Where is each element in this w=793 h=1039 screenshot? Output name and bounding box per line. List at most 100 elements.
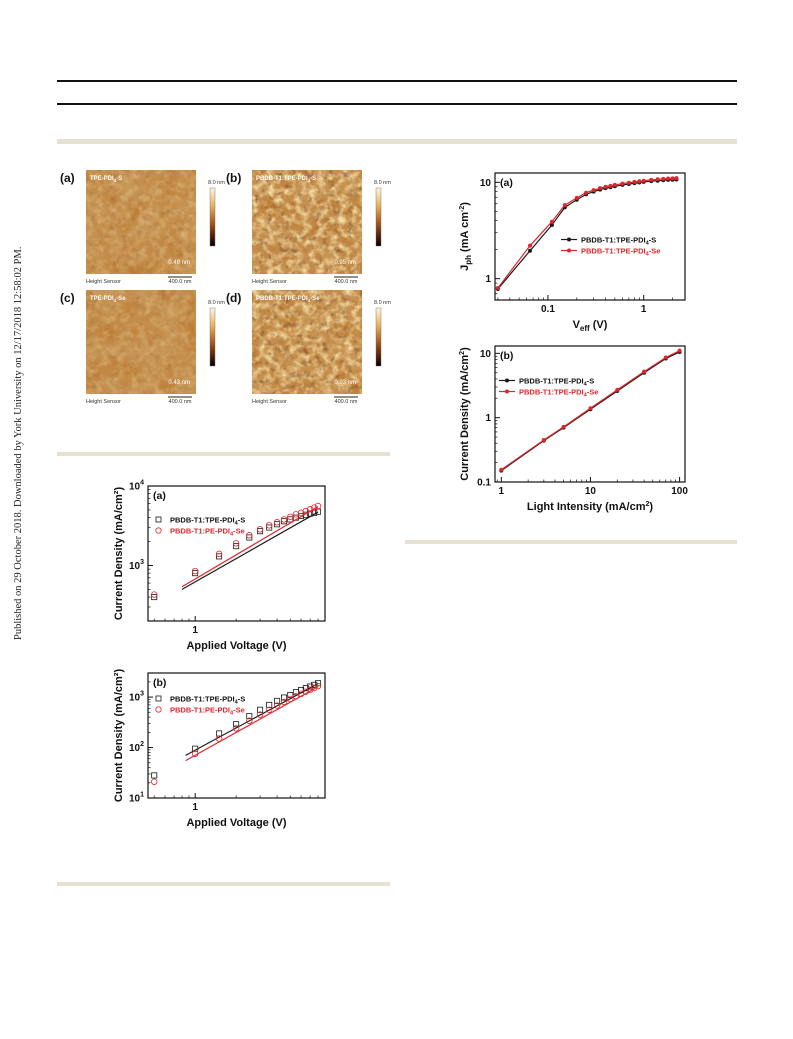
data-point — [626, 180, 631, 185]
series-line — [500, 350, 680, 471]
data-point — [315, 680, 322, 687]
data-point — [499, 467, 504, 472]
y-tick-label: 10 — [480, 178, 492, 189]
data-point — [598, 186, 603, 191]
data-point — [256, 711, 264, 718]
data-point — [151, 772, 158, 779]
legend-label: PBDB-T1:TPE-PDI4-S — [170, 516, 245, 527]
x-tick-label: 1 — [641, 304, 647, 315]
x-tick-label: 0.1 — [541, 304, 555, 315]
y-tick-label: 103 — [129, 691, 144, 704]
afm-figure: (a) TPE-PDI4-S 0.49 nm Height Sensor 400.0 n… — [60, 170, 391, 405]
y-axis-label: Current Density (mA/cm2) — [459, 347, 471, 481]
x-tick-label: 1 — [499, 486, 505, 497]
data-point — [232, 725, 240, 732]
afm-panel-tag: (d) — [226, 291, 241, 305]
data-point — [561, 424, 566, 429]
legend-marker — [155, 695, 162, 702]
data-point — [191, 567, 199, 575]
legend-label: PBDB-T1:TPE-PDI4-Se — [519, 388, 598, 399]
afm-panel-tag: (a) — [60, 171, 75, 185]
panel-label: (a) — [500, 177, 513, 189]
data-point — [302, 688, 309, 695]
afm-panel-b: (b) PBDB-T1:TPE-PDI4-S 0.95 nm Height Senso… — [226, 170, 391, 285]
fit-line — [181, 506, 319, 588]
data-point — [266, 524, 273, 531]
data-point — [307, 683, 314, 690]
data-point — [273, 519, 281, 526]
data-point — [256, 526, 264, 533]
panel-label: (b) — [500, 350, 513, 362]
data-point — [302, 685, 309, 692]
data-point — [265, 706, 273, 713]
data-point — [233, 543, 240, 550]
data-point — [191, 750, 199, 758]
data-point — [292, 693, 300, 700]
plot-frame — [494, 172, 686, 301]
afm-rms-label: 0.93 nm — [334, 380, 356, 386]
plot-frame — [147, 485, 326, 622]
afm-scale-bar-label: 400.0 nm — [169, 399, 192, 405]
data-point — [670, 176, 675, 181]
header-rule-bottom — [57, 103, 737, 105]
data-point — [215, 550, 223, 558]
publication-note-text: Published on 29 October 2018. Downloaded… — [13, 246, 24, 640]
data-point — [674, 176, 679, 181]
legend-label: PBDB-T1:TPE-PDI4-S — [170, 695, 245, 706]
data-point — [603, 184, 608, 189]
afm-panel-a: (a) TPE-PDI4-S 0.49 nm Height Sensor 400.0 n… — [60, 170, 225, 285]
data-point — [151, 591, 158, 598]
data-point — [591, 188, 596, 193]
data-point — [292, 511, 300, 518]
x-tick-label: 1 — [192, 625, 198, 636]
figure-band-right-mid — [405, 540, 737, 544]
y-tick-label: 0.1 — [477, 478, 491, 489]
afm-texture-dark — [86, 290, 196, 394]
legend-label: PBDB-T1:TPE-PDI4-Se — [581, 247, 660, 258]
header-rule-top — [57, 80, 737, 82]
afm-rms-label: 0.95 nm — [334, 260, 356, 266]
data-point — [280, 698, 288, 706]
plot-frame — [147, 672, 326, 799]
data-point — [287, 695, 294, 703]
afm-sensor-label: Height Sensor — [86, 279, 121, 285]
afm-panel-tag: (b) — [226, 171, 241, 185]
legend-marker — [505, 389, 509, 394]
legend-label: PBDB-T1:PE-PDI4-Se — [170, 706, 245, 717]
data-point — [314, 682, 322, 690]
data-point — [562, 203, 567, 208]
y-tick-label: 1 — [485, 413, 491, 424]
y-tick-label: 10 — [480, 349, 492, 360]
data-point — [151, 778, 158, 785]
x-tick-label: 1 — [192, 802, 198, 813]
data-point — [584, 190, 589, 195]
y-tick-label: 1 — [485, 274, 491, 285]
panel-label: (b) — [153, 677, 166, 689]
data-point — [257, 528, 264, 535]
data-point — [216, 553, 223, 560]
data-point — [549, 223, 554, 228]
data-point — [281, 518, 288, 525]
data-point — [574, 195, 579, 200]
y-tick-label: 101 — [129, 792, 144, 805]
afm-color-scale — [209, 187, 216, 247]
afm-rms-label: 0.49 nm — [168, 260, 190, 266]
data-point — [642, 369, 647, 374]
data-point — [306, 506, 314, 513]
data-point — [265, 522, 273, 529]
figure-band-left-bottom — [57, 882, 390, 886]
afm-color-scale-max: 8.0 nm — [374, 300, 391, 306]
afm-panel-d: (d) PBDB-T1:TPE-PDI4-Se 0.93 nm Height Sens… — [226, 290, 391, 405]
data-point — [287, 691, 294, 698]
legend-label: PBDB-T1:PE-PDI4-Se — [170, 527, 245, 538]
data-point — [632, 179, 637, 184]
afm-sensor-label: Height Sensor — [252, 399, 287, 405]
legend-marker — [567, 237, 571, 242]
data-point — [655, 177, 660, 182]
data-point — [306, 686, 314, 693]
data-point — [151, 594, 158, 601]
data-point — [246, 534, 253, 541]
afm-panel-title: TPE-PDI4-Se — [90, 296, 126, 303]
data-point — [302, 507, 309, 515]
afm-color-scale — [209, 307, 216, 367]
